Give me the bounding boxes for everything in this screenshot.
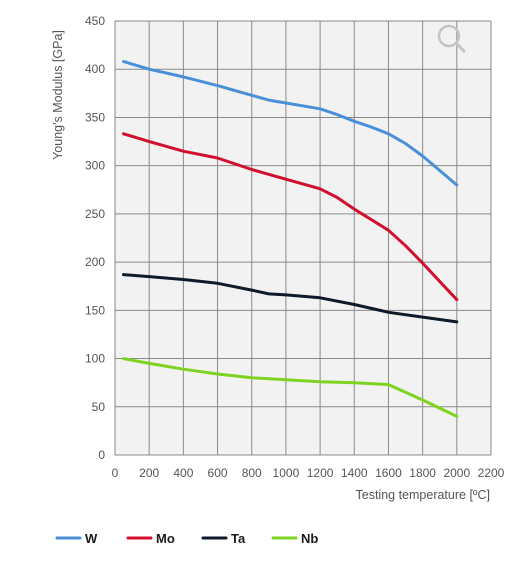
series-line-mo xyxy=(122,132,459,302)
y-tick-label: 50 xyxy=(92,400,106,414)
magnifier-icon[interactable] xyxy=(437,24,466,53)
axis-layer: 0 200 400 600 800 1000 1200 1400 1600 1800 2000 220… xyxy=(85,14,505,480)
x-tick-label: 0 xyxy=(112,466,119,480)
x-tick-label: 1600 xyxy=(375,466,402,480)
y-tick-label: 0 xyxy=(98,448,105,462)
y-tick-label: 250 xyxy=(85,207,105,221)
legend: W Mo Ta Nb xyxy=(55,531,318,546)
legend-label-w: W xyxy=(85,531,98,546)
x-tick-label: 2000 xyxy=(443,466,470,480)
x-tick-label: 1400 xyxy=(341,466,368,480)
x-tick-label: 1000 xyxy=(273,466,300,480)
x-tick-label: 400 xyxy=(173,466,193,480)
y-tick-label: 100 xyxy=(85,352,105,366)
y-tick-label: 150 xyxy=(85,303,105,317)
y-tick-label: 400 xyxy=(85,62,105,76)
series-line-w xyxy=(122,60,459,187)
y-axis-title: Young's Modulus [GPa] xyxy=(51,30,65,160)
x-tick-label: 1200 xyxy=(307,466,334,480)
plot-background xyxy=(115,21,491,455)
x-axis-title: Testing temperature [ºC] xyxy=(356,488,491,502)
legend-label-nb: Nb xyxy=(301,531,318,546)
series-line-ta xyxy=(122,273,459,324)
x-tick-label: 600 xyxy=(208,466,228,480)
grid-layer xyxy=(114,20,492,456)
x-tick-label: 2200 xyxy=(478,466,505,480)
y-tick-label: 200 xyxy=(85,255,105,269)
legend-label-ta: Ta xyxy=(231,531,246,546)
series-line-nb xyxy=(122,357,459,418)
x-tick-label: 200 xyxy=(139,466,159,480)
legend-label-mo: Mo xyxy=(156,531,175,546)
x-tick-label: 1800 xyxy=(409,466,436,480)
y-tick-label: 300 xyxy=(85,159,105,173)
y-tick-label: 450 xyxy=(85,14,105,28)
x-tick-label: 800 xyxy=(242,466,262,480)
y-tick-label: 350 xyxy=(85,110,105,124)
series-layer xyxy=(122,60,459,418)
